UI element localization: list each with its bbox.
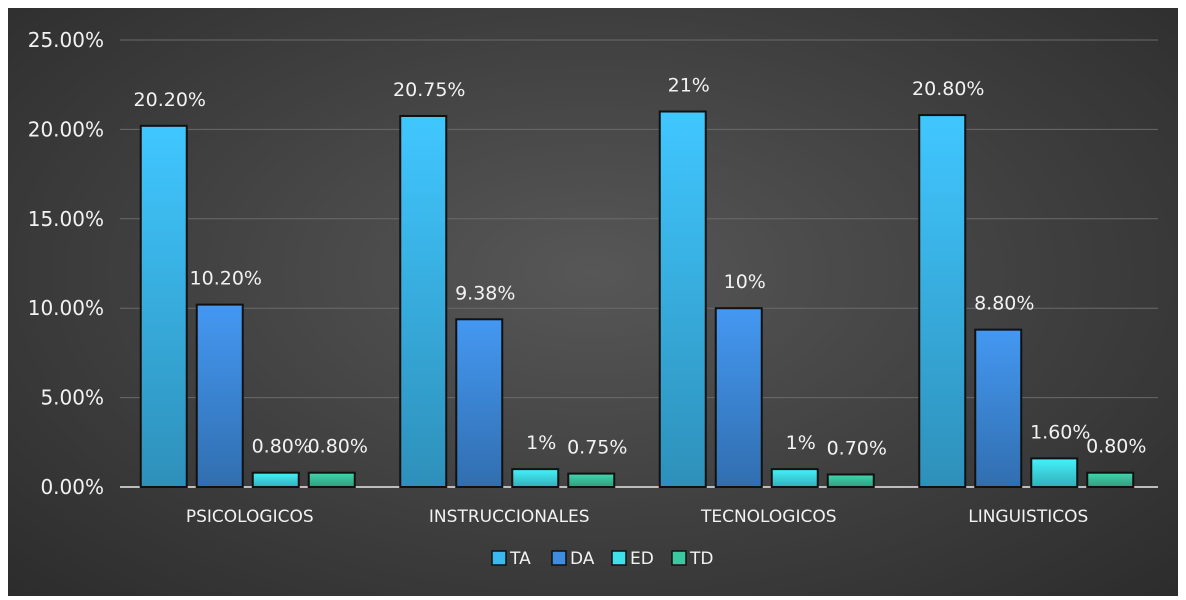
- x-axis: PSICOLOGICOS INSTRUCCIONALES TECNOLOGICOS L…: [186, 507, 1088, 527]
- legend-swatch-da: [551, 550, 567, 566]
- data-labels: 20.20%10.20%0.80%0.80%20.75%9.38%1% 0.75%…: [134, 75, 1147, 460]
- legend-label: TD: [689, 549, 713, 569]
- bar-ta-psicologicos: [139, 124, 188, 488]
- y-tick-label: 25.00%: [28, 28, 104, 52]
- y-axis: 0.00% 5.00% 10.00% 15.00% 20.00% 25.00%: [28, 28, 104, 499]
- bar-da-linguisticos: [974, 328, 1023, 488]
- bar-ta-linguisticos: [918, 114, 967, 488]
- bar-da-psicologicos: [195, 303, 244, 488]
- legend: TA DA ED TD: [491, 549, 713, 569]
- data-label: 10%: [724, 271, 766, 293]
- data-label: 9.38%: [455, 282, 515, 304]
- data-label: 20.80%: [912, 78, 984, 100]
- data-label: 20.20%: [134, 89, 206, 111]
- y-tick-label: 10.00%: [28, 296, 104, 320]
- y-tick-label: 20.00%: [28, 117, 104, 141]
- data-label: 20.75%: [393, 79, 465, 101]
- bar-ed-linguisticos: [1030, 457, 1079, 488]
- data-label: 0.80%: [252, 436, 312, 458]
- data-label: 8.80%: [974, 293, 1034, 315]
- x-tick-label: TECNOLOGICOS: [700, 507, 837, 527]
- bar-td-instruccionales: [567, 472, 616, 488]
- legend-swatch-ta: [491, 550, 507, 566]
- legend-label: DA: [570, 549, 595, 569]
- legend-label: ED: [630, 549, 654, 569]
- legend-swatch-ed: [611, 550, 627, 566]
- data-label: 1%: [526, 432, 556, 454]
- bar-td-linguisticos: [1086, 471, 1135, 489]
- data-label: 21%: [668, 75, 710, 97]
- bar-td-tecnologicos: [826, 473, 875, 489]
- data-label: 0.80%: [308, 436, 368, 458]
- y-tick-label: 15.00%: [28, 207, 104, 231]
- data-label: 0.75%: [567, 437, 627, 459]
- bar-td-psicologicos: [307, 471, 356, 489]
- bars: [139, 110, 1135, 489]
- legend-label: TA: [509, 549, 531, 569]
- data-label: 1%: [786, 432, 816, 454]
- bar-ed-instruccionales: [511, 468, 560, 488]
- chart-frame: 0.00% 5.00% 10.00% 15.00% 20.00% 25.00% 20.20…: [8, 8, 1178, 596]
- data-label: 1.60%: [1030, 421, 1090, 443]
- data-label: 10.20%: [190, 268, 262, 290]
- data-label: 0.80%: [1086, 436, 1146, 458]
- bar-ta-instruccionales: [399, 114, 448, 489]
- bar-da-instruccionales: [455, 318, 504, 489]
- y-tick-label: 5.00%: [40, 386, 104, 410]
- bar-ta-tecnologicos: [658, 110, 707, 489]
- x-tick-label: INSTRUCCIONALES: [429, 507, 590, 527]
- y-tick-label: 0.00%: [40, 475, 104, 499]
- legend-swatch-td: [671, 550, 687, 566]
- bar-chart: 0.00% 5.00% 10.00% 15.00% 20.00% 25.00% 20.20…: [28, 28, 1158, 569]
- bar-ed-psicologicos: [251, 471, 300, 489]
- x-tick-label: LINGUISTICOS: [968, 507, 1088, 527]
- bar-da-tecnologicos: [714, 307, 763, 489]
- x-tick-label: PSICOLOGICOS: [186, 507, 314, 527]
- bar-ed-tecnologicos: [770, 468, 819, 488]
- data-label: 0.70%: [827, 437, 887, 459]
